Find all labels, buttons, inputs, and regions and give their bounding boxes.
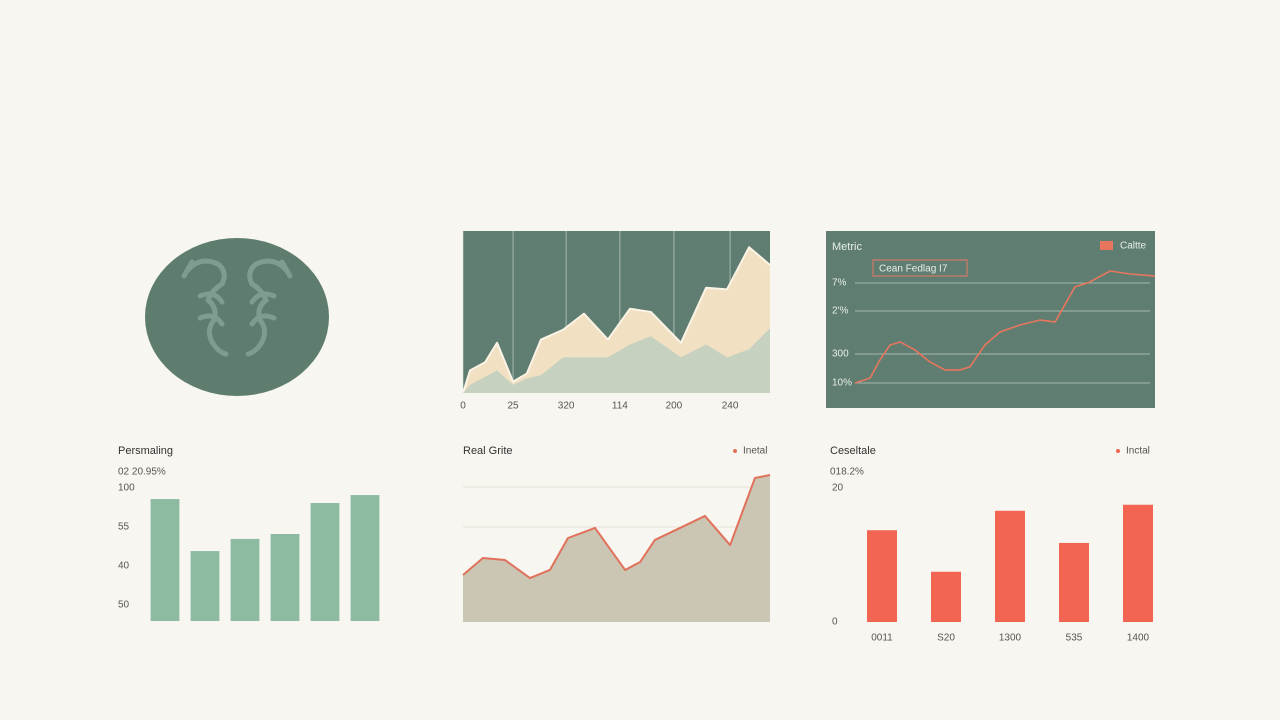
- x-tick-label: 1400: [1127, 633, 1150, 644]
- chart-subtitle: 02 20.95%: [118, 467, 166, 478]
- bar: [1059, 542, 1089, 622]
- legend-label: Caltte: [1120, 241, 1147, 252]
- y-tick-label: 7%: [832, 278, 847, 289]
- legend-swatch: [1116, 449, 1120, 453]
- chart-subtitle: 018.2%: [830, 467, 864, 478]
- x-tick-label: 535: [1066, 633, 1083, 644]
- y-tick-label: 55: [118, 522, 130, 533]
- chart-panel: 0 25 320 114 200 240: [460, 231, 771, 412]
- y-tick-label: 20: [832, 483, 844, 494]
- annotation: Cean Fedlag I7: [879, 264, 948, 275]
- x-tick-label: 320: [558, 401, 575, 412]
- emblem-pattern: [181, 258, 293, 357]
- x-tick-label: S20: [937, 633, 955, 644]
- y-tick-label: 50: [118, 600, 130, 611]
- bar: [270, 534, 300, 621]
- chart-title: Ceseltale: [830, 445, 876, 457]
- bar: [230, 538, 260, 621]
- chart-title: Metric: [832, 241, 862, 253]
- y-tick-label: 0: [832, 617, 838, 628]
- chart-panel: Real Grite Inetal: [462, 445, 771, 622]
- x-tick-label: 114: [612, 401, 628, 412]
- bar: [1123, 504, 1153, 622]
- bar: [350, 495, 380, 621]
- legend-swatch: [1100, 241, 1113, 250]
- chart-panel: 20 0 Ceseltale 018.2% Inctal 0011 S20 1300 535 14…: [830, 445, 1153, 644]
- legend-swatch: [733, 449, 737, 453]
- area: [463, 328, 770, 393]
- area: [463, 475, 770, 622]
- chart-title: Persmaling: [118, 445, 173, 457]
- y-tick-label: 10%: [832, 378, 852, 389]
- bar: [867, 530, 897, 622]
- bar: [931, 571, 961, 622]
- emblem-circle: [145, 238, 329, 396]
- bar: [310, 503, 340, 621]
- x-tick-label: 0011: [871, 633, 893, 644]
- legend-label: Inetal: [743, 446, 767, 457]
- bar: [150, 499, 180, 621]
- area-line: [462, 474, 771, 580]
- chart-title: Real Grite: [463, 445, 513, 457]
- x-tick-label: 0: [460, 401, 466, 412]
- x-tick-label: 240: [722, 401, 739, 412]
- panel-background: [826, 231, 1155, 408]
- bar: [190, 551, 220, 621]
- annotation-box: [872, 259, 968, 277]
- chart-panel: 100 55 40 50 Persmaling 02 20.95%: [118, 445, 380, 621]
- bottom-middle-grid: [463, 486, 770, 528]
- legend-label: Inctal: [1126, 446, 1150, 457]
- y-tick-label: 2'%: [832, 306, 848, 317]
- x-tick-label: 25: [507, 401, 519, 412]
- emblem: [145, 238, 329, 396]
- chart-panel: 7% 2'% 300 10% Metric Cean Fedlag I7 Caltte: [826, 231, 1156, 408]
- area-line: [462, 246, 771, 394]
- y-tick-label: 100: [118, 483, 135, 494]
- x-tick-label: 1300: [999, 633, 1022, 644]
- y-tick-label: 300: [832, 349, 849, 360]
- y-tick-label: 40: [118, 561, 130, 572]
- bar: [995, 510, 1025, 622]
- x-tick-label: 200: [666, 401, 683, 412]
- line: [854, 270, 1156, 384]
